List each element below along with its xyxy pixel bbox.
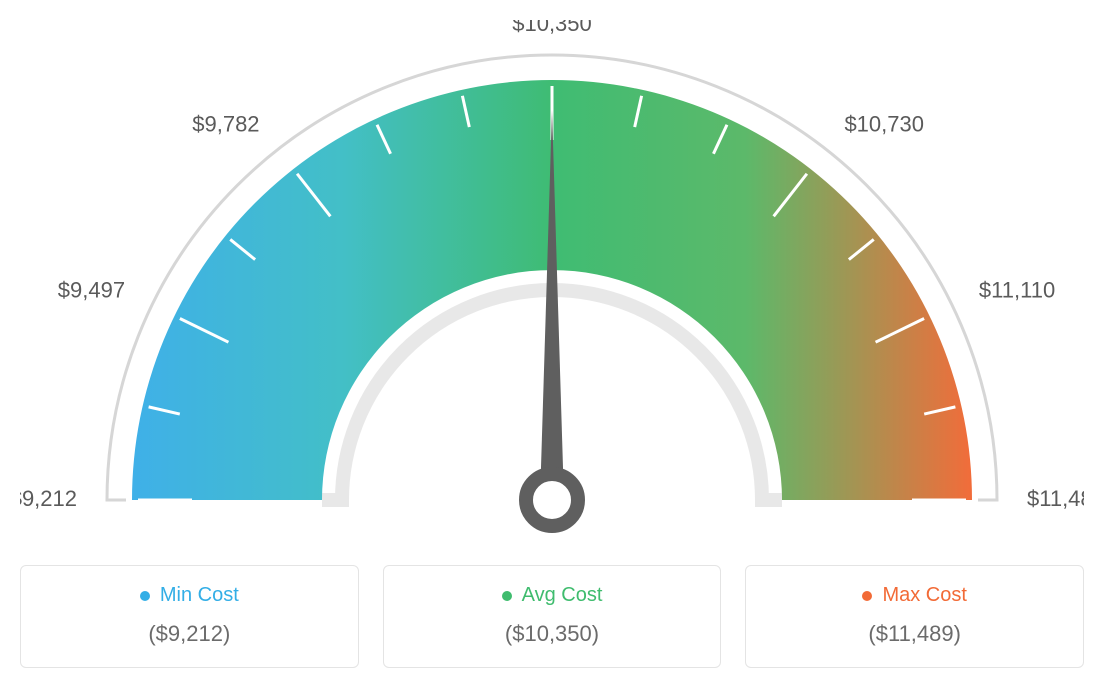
avg-value: ($10,350) — [394, 621, 711, 647]
gauge-tick-label: $11,110 — [979, 278, 1055, 303]
gauge-hub — [526, 474, 578, 526]
gauge-tick-label: $9,212 — [20, 486, 77, 511]
min-title: Min Cost — [160, 584, 239, 607]
gauge-tick-label: $11,489 — [1027, 486, 1084, 511]
legend-card-avg: Avg Cost ($10,350) — [383, 565, 722, 668]
gauge-tick-label: $9,497 — [58, 278, 125, 303]
legend-card-max: Max Cost ($11,489) — [745, 565, 1084, 668]
min-dot — [140, 591, 150, 601]
avg-title: Avg Cost — [522, 584, 603, 607]
max-value: ($11,489) — [756, 621, 1073, 647]
max-dot — [862, 591, 872, 601]
cost-gauge-chart: $9,212 $9,497 $9,782 $10,350 $10,730 $11,110 $… — [20, 20, 1084, 545]
avg-dot — [502, 591, 512, 601]
gauge-tick-label: $10,350 — [512, 20, 592, 36]
min-value: ($9,212) — [31, 621, 348, 647]
legend-card-min: Min Cost ($9,212) — [20, 565, 359, 668]
gauge-svg: $9,212 $9,497 $9,782 $10,350 $10,730 $11,110 $… — [20, 20, 1084, 540]
max-title: Max Cost — [882, 584, 966, 607]
legend-row: Min Cost ($9,212) Avg Cost ($10,350) Max… — [20, 565, 1084, 668]
gauge-tick-label: $9,782 — [192, 112, 259, 137]
gauge-tick-label: $10,730 — [844, 112, 924, 137]
